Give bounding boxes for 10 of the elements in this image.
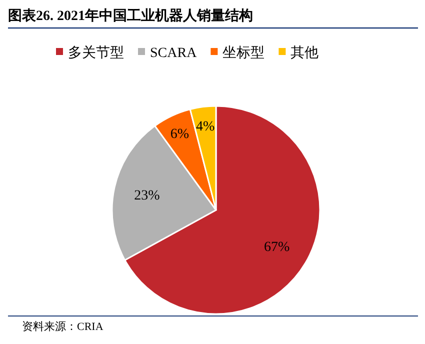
data-label: 4% bbox=[196, 119, 215, 134]
legend-label: 其他 bbox=[290, 45, 319, 61]
data-label: 67% bbox=[264, 240, 290, 255]
data-label: 23% bbox=[134, 188, 160, 204]
legend-label: 坐标型 bbox=[222, 45, 265, 61]
legend-label: SCARA bbox=[150, 46, 198, 61]
data-label: 6% bbox=[170, 126, 190, 142]
legend-label: 多关节型 bbox=[68, 45, 124, 61]
text: 资料来源：CRIA bbox=[22, 320, 104, 333]
chart-title: 图表26. 2021年中国工业机器人销量结构 bbox=[8, 8, 253, 24]
